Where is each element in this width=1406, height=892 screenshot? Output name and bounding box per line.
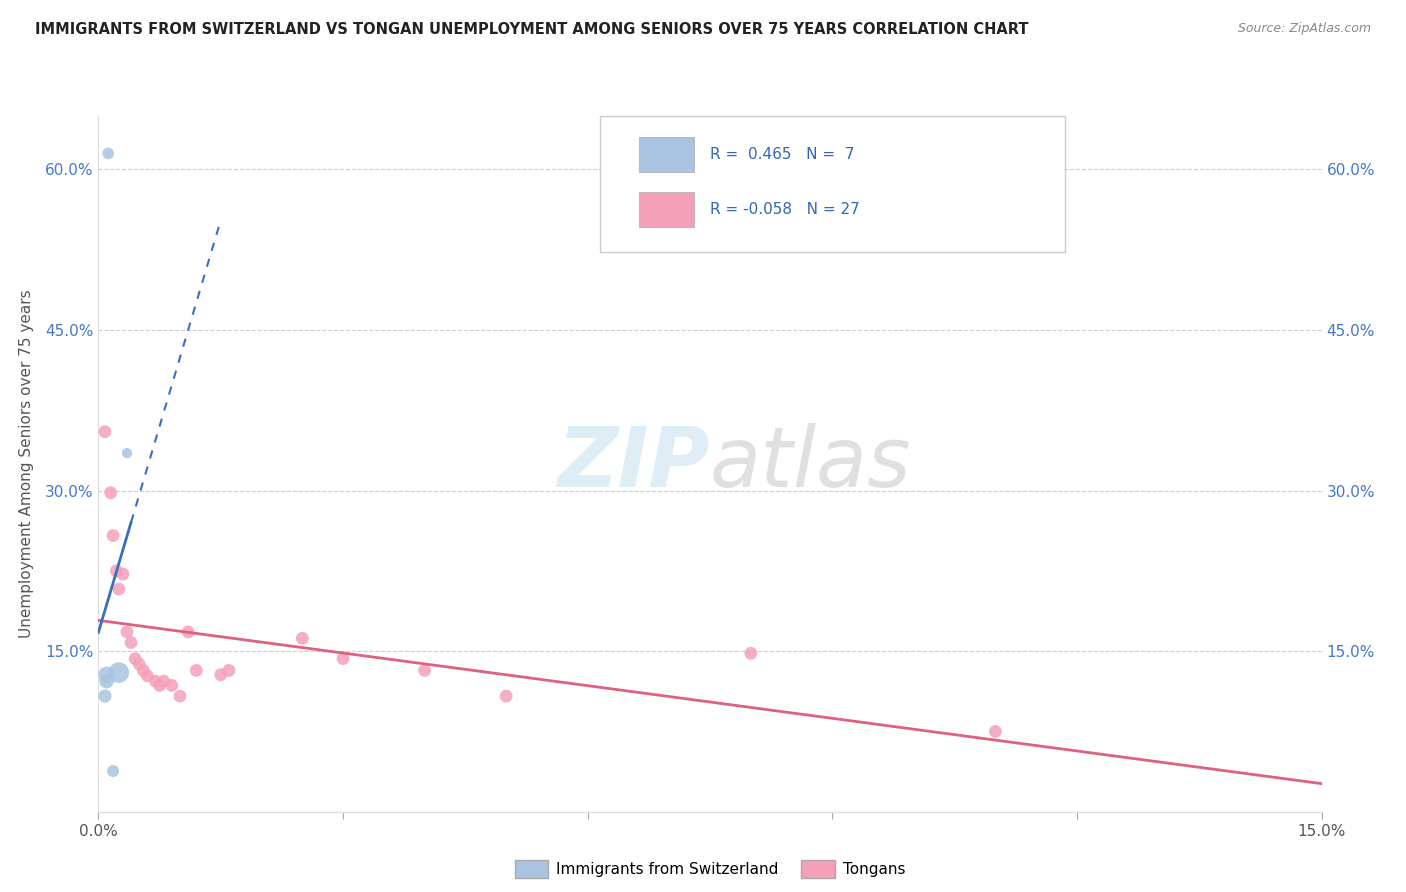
Point [413,664,436,678]
Point [111,567,134,582]
Point [96,674,118,689]
Point [120,635,142,649]
Point [136,669,159,683]
Point [209,667,232,681]
Point [291,632,314,646]
FancyBboxPatch shape [640,136,695,171]
Point [108,582,131,596]
Text: IMMIGRANTS FROM SWITZERLAND VS TONGAN UNEMPLOYMENT AMONG SENIORS OVER 75 YEARS C: IMMIGRANTS FROM SWITZERLAND VS TONGAN UN… [35,22,1029,37]
Point [984,724,1007,739]
Point [115,624,138,639]
Point [152,674,174,689]
Point [145,674,167,689]
Point [94,689,117,703]
Point [97,146,120,161]
Point [186,664,208,678]
Point [149,678,172,692]
Point [740,646,762,660]
Point [177,624,200,639]
Point [100,485,122,500]
Text: Source: ZipAtlas.com: Source: ZipAtlas.com [1237,22,1371,36]
Legend: Immigrants from Switzerland, Tongans: Immigrants from Switzerland, Tongans [509,855,911,884]
Point [169,689,191,703]
Point [124,651,146,665]
Point [108,665,131,680]
Point [218,664,240,678]
FancyBboxPatch shape [600,116,1064,252]
Point [94,425,117,439]
Text: R = -0.058   N = 27: R = -0.058 N = 27 [710,202,860,218]
Point [101,528,124,542]
Point [105,564,128,578]
Point [115,446,138,460]
Point [495,689,517,703]
Y-axis label: Unemployment Among Seniors over 75 years: Unemployment Among Seniors over 75 years [18,290,34,638]
Point [160,678,183,692]
Point [101,764,124,778]
Point [132,664,155,678]
Point [128,657,150,671]
FancyBboxPatch shape [640,193,695,227]
Point [332,651,354,665]
Text: R =  0.465   N =  7: R = 0.465 N = 7 [710,146,855,161]
Text: ZIP: ZIP [557,424,710,504]
Point [96,667,118,681]
Text: atlas: atlas [710,424,911,504]
